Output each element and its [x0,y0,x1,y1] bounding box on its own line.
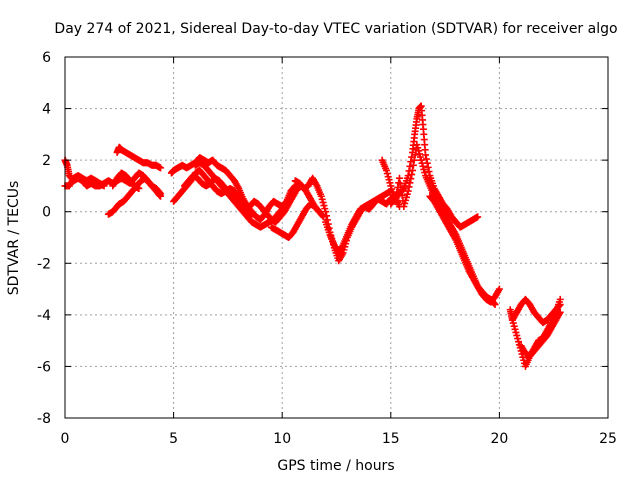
series-track-s [517,308,564,360]
y-tick-label: 4 [42,102,51,118]
data-point [407,158,415,166]
x-tick-label: 20 [490,431,508,447]
data-point [491,301,499,309]
y-tick-label: -4 [37,308,51,324]
y-tick-label: 2 [42,153,51,169]
data-point [404,187,412,195]
x-tick-label: 25 [599,431,617,447]
data-point [422,151,430,159]
x-tick-label: 5 [169,431,178,447]
data-point [423,159,431,167]
data-point [556,308,564,316]
data-point [556,301,564,309]
y-tick-label: 0 [42,205,51,221]
series-track-c [104,174,165,218]
data-point [322,208,330,216]
data-point [157,192,165,200]
data-point [424,163,432,171]
x-tick-label: 0 [61,431,70,447]
series-track-k [267,200,323,241]
data-point [395,174,403,182]
chart-title: Day 274 of 2021, Sidereal Day-to-day VTE… [54,21,617,37]
series-track-j [246,182,327,226]
data-point [248,210,256,218]
x-tick-label: 10 [273,431,291,447]
data-point [323,212,331,220]
data-point [399,186,407,194]
data-point [422,155,430,163]
data-point [157,164,165,172]
x-axis-ticks: 0 5 10 15 20 25 [61,57,617,447]
data-point [555,302,563,310]
data-point [495,285,503,293]
data-point [405,167,413,175]
series-track-b [61,172,108,190]
data-point [408,171,416,179]
data-point [135,185,143,193]
series-track-r [508,295,564,327]
y-tick-label: -2 [37,256,51,272]
y-tick-label: -8 [37,411,51,427]
y-axis-ticks: -8 -6 -4 -2 0 2 4 6 [37,50,608,427]
data-point [490,300,498,308]
data-point [405,183,413,191]
data-point [474,213,482,221]
data-point [408,153,416,161]
data-point [100,182,108,190]
series-track-n [378,141,503,306]
y-tick-label: 6 [42,50,51,66]
grid-lines [65,57,608,418]
data-point [314,207,322,215]
series-track-e [109,169,143,193]
y-axis-label: SDTVAR / TECUs [6,181,22,296]
data-points [61,102,564,370]
data-point [425,167,433,175]
x-tick-label: 15 [382,431,400,447]
data-point [409,161,417,169]
series-track-o [387,102,482,231]
series-track-p [426,192,499,309]
plot-border [64,56,609,419]
data-point [404,172,412,180]
data-point [315,208,323,216]
x-axis-label: GPS time / hours [277,458,394,474]
data-point [406,162,414,170]
y-tick-label: -6 [37,359,51,375]
series-track-d [113,143,165,172]
